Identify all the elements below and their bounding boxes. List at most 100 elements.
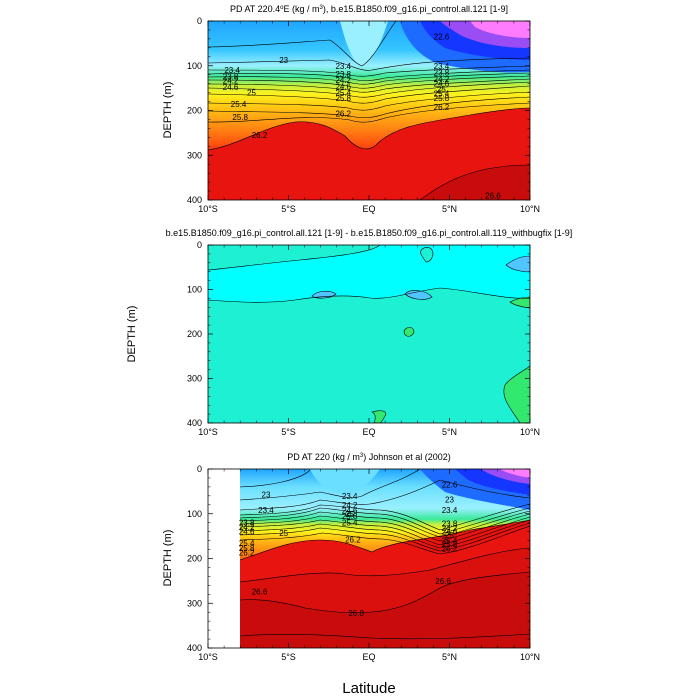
fill-difference-green-east	[509, 296, 530, 309]
contour-label: 23.8	[434, 68, 450, 77]
contour-label: 24.6	[239, 528, 255, 537]
contour-label: 24.2	[335, 76, 351, 85]
contour-label: 25	[437, 85, 446, 94]
y-tick-label: 100	[187, 509, 202, 519]
fill-equatorial-upwelling	[340, 21, 388, 68]
y-tick-label: 400	[187, 643, 202, 653]
plot-area-2	[208, 245, 530, 423]
contour-label: 25.4	[239, 539, 255, 548]
contour-label: 25	[445, 531, 454, 540]
contour-label: 25.8	[232, 113, 248, 122]
contour-label: 26.2	[239, 549, 255, 558]
contour-label: 23.8	[223, 72, 239, 81]
difference-contour-surface	[208, 245, 381, 271]
contour-label: 23.4	[342, 492, 358, 501]
fill-difference-green-deep	[503, 365, 530, 423]
contour-label: 24.2	[239, 523, 255, 532]
x-tick-label: 5°S	[281, 204, 296, 214]
x-tick-label: 10°N	[520, 427, 540, 437]
panel-1-ylabel: DEPTH (m)	[162, 82, 174, 139]
contour-label: 25.4	[231, 100, 247, 109]
contour-label: 24.6	[223, 83, 239, 92]
y-tick-label: 100	[187, 285, 202, 295]
contour-label: 26.6	[435, 577, 451, 586]
panel-2-title: b.e15.B1850.f09_g16.pi_control.all.121 […	[166, 228, 573, 238]
contour-label: 26.2	[335, 110, 351, 119]
contour-label: 23	[445, 495, 454, 504]
contour-label: 24.2	[434, 75, 450, 84]
fill-high-density	[208, 108, 530, 200]
contour-label: 26.6	[252, 588, 268, 597]
panel-model-density: 2323.423.824.224.62525.425.826.223.423.8…	[162, 4, 540, 214]
contour-label: 25	[279, 529, 288, 538]
contour-label: 23.8	[442, 520, 458, 529]
contour-label: 23.8	[239, 519, 255, 528]
fill-observed-highest	[240, 572, 530, 648]
y-tick-label: 300	[187, 374, 202, 384]
fill-difference-blue-east	[505, 255, 530, 273]
contour-labels-1: 2323.423.824.224.62525.425.826.223.423.8…	[223, 33, 502, 201]
y-tick-label: 300	[187, 150, 202, 160]
contour-label: 24.6	[442, 528, 458, 537]
y-tick-label: 200	[187, 329, 202, 339]
contour-label: 25	[247, 89, 256, 98]
y-tick-label: 200	[187, 554, 202, 564]
contour-label: 26.2	[252, 131, 268, 140]
panel-2-ylabel: DEPTH (m)	[126, 306, 138, 363]
x-tick-label: EQ	[362, 427, 375, 437]
x-tick-label: 10°N	[520, 204, 540, 214]
x-tick-label: 10°N	[520, 652, 540, 662]
x-tick-label: EQ	[362, 204, 375, 214]
axes-1: 10°S 5°S EQ 5°N 10°N 0 100 200 300 400	[187, 16, 540, 214]
contour-label: 26.2	[442, 545, 458, 554]
axes-2: 10°S 5°S EQ 5°N 10°N 0 100 200 300 400	[187, 240, 540, 437]
contour-label: 24.2	[223, 77, 239, 86]
contour-label: 22.6	[434, 33, 450, 42]
y-tick-label: 0	[197, 240, 202, 250]
x-axis-label: Latitude	[342, 680, 395, 697]
plot-area-1	[208, 21, 530, 200]
contour-label: 25.4	[335, 89, 351, 98]
contour-label: 25.8	[442, 540, 458, 549]
fill-difference-green-bottom	[371, 410, 387, 423]
contour-label: 24.2	[442, 524, 458, 533]
axes-3: 10°S 5°S EQ 5°N 10°N 0 100 200 300 400	[187, 464, 540, 662]
contour-label: 26.6	[485, 192, 501, 201]
contour-label: 23.4	[258, 506, 274, 515]
x-tick-label: 5°N	[442, 204, 457, 214]
contour-label: 25	[345, 510, 354, 519]
contour-label: 25.4	[342, 519, 358, 528]
contour-label: 26.8	[348, 609, 364, 618]
contour-label: 25.8	[239, 544, 255, 553]
contour-label: 25.8	[434, 94, 450, 103]
x-tick-label: 10°S	[198, 204, 218, 214]
panel-model-difference: 10°S 5°S EQ 5°N 10°N 0 100 200 300 400 b.e15.B185…	[126, 228, 572, 437]
x-tick-label: 10°S	[198, 427, 218, 437]
contour-label: 23.4	[335, 62, 351, 71]
contour-lines-3	[240, 469, 530, 640]
contour-label: 24.6	[434, 80, 450, 89]
panel-3-title: PD AT 220 (kg / m3) Johnson et al (2002)	[287, 452, 451, 462]
y-tick-label: 100	[187, 61, 202, 71]
fill-difference-green-center	[403, 327, 415, 337]
panel-3-ylabel: DEPTH (m)	[162, 530, 174, 587]
contour-label: 24.2	[342, 501, 358, 510]
x-tick-label: 5°N	[442, 652, 457, 662]
fill-difference-surface	[208, 245, 380, 270]
contour-label: 25.4	[442, 537, 458, 546]
contour-label: 23.4	[434, 62, 450, 71]
y-tick-label: 400	[187, 418, 202, 428]
contour-label: 26.2	[434, 103, 450, 112]
contour-label: 24.6	[335, 82, 351, 91]
x-tick-label: EQ	[362, 652, 375, 662]
contour-label: 24.6	[342, 507, 358, 516]
x-tick-label: 10°S	[198, 652, 218, 662]
y-tick-label: 300	[187, 598, 202, 608]
y-tick-label: 0	[197, 464, 202, 474]
contour-label: 23.8	[335, 70, 351, 79]
y-tick-label: 0	[197, 16, 202, 26]
fill-observed-lowest	[500, 469, 530, 478]
